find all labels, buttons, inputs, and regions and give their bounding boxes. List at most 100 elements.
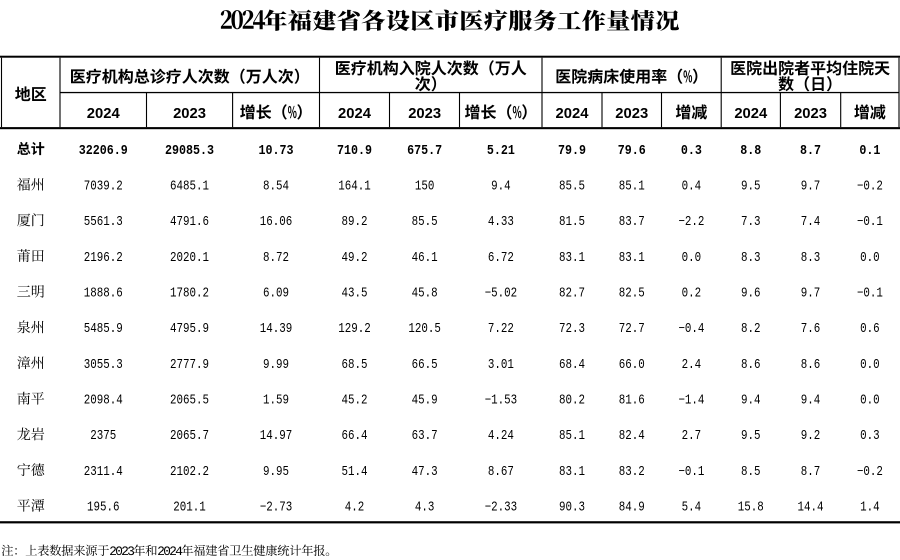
svg-text:5.4: 5.4 xyxy=(682,501,702,516)
svg-text:129.2: 129.2 xyxy=(338,322,371,337)
svg-text:2065.5: 2065.5 xyxy=(170,394,209,409)
svg-text:2098.4: 2098.4 xyxy=(84,394,123,409)
svg-text:1888.6: 1888.6 xyxy=(84,287,123,302)
svg-text:90.3: 90.3 xyxy=(559,501,585,516)
svg-text:83.7: 83.7 xyxy=(619,215,645,230)
svg-text:2102.2: 2102.2 xyxy=(170,465,209,480)
svg-text:68.4: 68.4 xyxy=(559,358,585,373)
svg-text:0.1: 0.1 xyxy=(859,143,880,159)
svg-text:80.2: 80.2 xyxy=(559,394,585,409)
svg-text:4.33: 4.33 xyxy=(488,215,514,230)
svg-text:7.3: 7.3 xyxy=(741,215,761,230)
svg-text:−2.73: −2.73 xyxy=(260,501,293,516)
svg-text:82.4: 82.4 xyxy=(619,429,645,444)
svg-text:8.6: 8.6 xyxy=(801,358,821,373)
svg-text:10.73: 10.73 xyxy=(259,143,294,159)
svg-text:−0.2: −0.2 xyxy=(857,180,883,195)
svg-text:68.5: 68.5 xyxy=(342,358,368,373)
svg-text:2.7: 2.7 xyxy=(682,429,702,444)
svg-text:6.09: 6.09 xyxy=(263,287,289,302)
svg-text:8.3: 8.3 xyxy=(741,251,761,266)
svg-text:45.2: 45.2 xyxy=(342,394,368,409)
svg-text:51.4: 51.4 xyxy=(342,465,368,480)
svg-text:675.7: 675.7 xyxy=(407,143,442,159)
svg-text:7.22: 7.22 xyxy=(488,322,514,337)
svg-text:0.0: 0.0 xyxy=(860,251,880,266)
svg-text:29085.3: 29085.3 xyxy=(165,143,214,159)
svg-text:2024: 2024 xyxy=(556,106,590,122)
svg-text:2024: 2024 xyxy=(87,106,121,122)
svg-text:9.5: 9.5 xyxy=(741,180,761,195)
svg-text:0.6: 0.6 xyxy=(860,322,880,337)
svg-text:7.4: 7.4 xyxy=(801,215,821,230)
svg-text:8.67: 8.67 xyxy=(488,465,514,480)
svg-text:66.5: 66.5 xyxy=(412,358,438,373)
svg-text:120.5: 120.5 xyxy=(408,322,441,337)
svg-text:8.3: 8.3 xyxy=(801,251,821,266)
svg-text:4.2: 4.2 xyxy=(345,501,365,516)
svg-text:8.7: 8.7 xyxy=(801,465,821,480)
svg-text:7039.2: 7039.2 xyxy=(84,180,123,195)
svg-text:2023: 2023 xyxy=(794,106,827,122)
svg-text:79.9: 79.9 xyxy=(558,143,586,159)
svg-text:1780.2: 1780.2 xyxy=(170,287,209,302)
svg-text:45.8: 45.8 xyxy=(412,287,438,302)
svg-text:2065.7: 2065.7 xyxy=(170,429,209,444)
svg-text:83.2: 83.2 xyxy=(619,465,645,480)
svg-text:2024: 2024 xyxy=(338,106,372,122)
svg-text:66.4: 66.4 xyxy=(342,429,368,444)
svg-text:−0.4: −0.4 xyxy=(678,322,704,337)
svg-text:−1.4: −1.4 xyxy=(678,394,704,409)
svg-text:82.7: 82.7 xyxy=(559,287,585,302)
svg-text:14.4: 14.4 xyxy=(798,501,824,516)
svg-text:72.7: 72.7 xyxy=(619,322,645,337)
svg-text:4791.6: 4791.6 xyxy=(170,215,209,230)
svg-text:2023: 2023 xyxy=(408,106,441,122)
svg-text:8.54: 8.54 xyxy=(263,180,289,195)
svg-text:−5.02: −5.02 xyxy=(485,287,518,302)
svg-text:2196.2: 2196.2 xyxy=(84,251,123,266)
svg-text:9.4: 9.4 xyxy=(801,394,821,409)
svg-text:45.9: 45.9 xyxy=(412,394,438,409)
svg-text:85.1: 85.1 xyxy=(619,180,645,195)
svg-text:5561.3: 5561.3 xyxy=(84,215,123,230)
svg-text:85.5: 85.5 xyxy=(412,215,438,230)
svg-text:85.5: 85.5 xyxy=(559,180,585,195)
svg-text:1.4: 1.4 xyxy=(860,501,880,516)
svg-text:8.72: 8.72 xyxy=(263,251,289,266)
svg-text:5.21: 5.21 xyxy=(487,143,515,159)
svg-text:85.1: 85.1 xyxy=(559,429,585,444)
svg-text:82.5: 82.5 xyxy=(619,287,645,302)
svg-text:201.1: 201.1 xyxy=(173,501,206,516)
svg-text:83.1: 83.1 xyxy=(619,251,645,266)
svg-text:−2.33: −2.33 xyxy=(485,501,518,516)
svg-text:8.6: 8.6 xyxy=(741,358,761,373)
svg-text:−2.2: −2.2 xyxy=(678,215,704,230)
svg-text:−0.1: −0.1 xyxy=(857,287,883,302)
svg-text:84.9: 84.9 xyxy=(619,501,645,516)
svg-text:46.1: 46.1 xyxy=(412,251,438,266)
svg-text:81.6: 81.6 xyxy=(619,394,645,409)
svg-text:6485.1: 6485.1 xyxy=(170,180,209,195)
svg-text:0.0: 0.0 xyxy=(682,251,702,266)
svg-text:81.5: 81.5 xyxy=(559,215,585,230)
svg-text:83.1: 83.1 xyxy=(559,465,585,480)
svg-text:5485.9: 5485.9 xyxy=(84,322,123,337)
svg-text:0.0: 0.0 xyxy=(860,394,880,409)
svg-text:9.6: 9.6 xyxy=(741,287,761,302)
svg-text:79.6: 79.6 xyxy=(618,143,646,159)
svg-text:9.95: 9.95 xyxy=(263,465,289,480)
svg-text:16.06: 16.06 xyxy=(260,215,293,230)
svg-text:8.7: 8.7 xyxy=(800,143,821,159)
svg-text:47.3: 47.3 xyxy=(412,465,438,480)
svg-text:8.2: 8.2 xyxy=(741,322,761,337)
svg-text:2023: 2023 xyxy=(173,106,206,122)
svg-text:9.7: 9.7 xyxy=(801,180,821,195)
svg-text:2020.1: 2020.1 xyxy=(170,251,209,266)
svg-text:164.1: 164.1 xyxy=(338,180,371,195)
svg-text:15.8: 15.8 xyxy=(738,501,764,516)
svg-text:9.2: 9.2 xyxy=(801,429,821,444)
svg-text:1.59: 1.59 xyxy=(263,394,289,409)
svg-text:2024: 2024 xyxy=(734,106,768,122)
svg-text:0.4: 0.4 xyxy=(682,180,702,195)
